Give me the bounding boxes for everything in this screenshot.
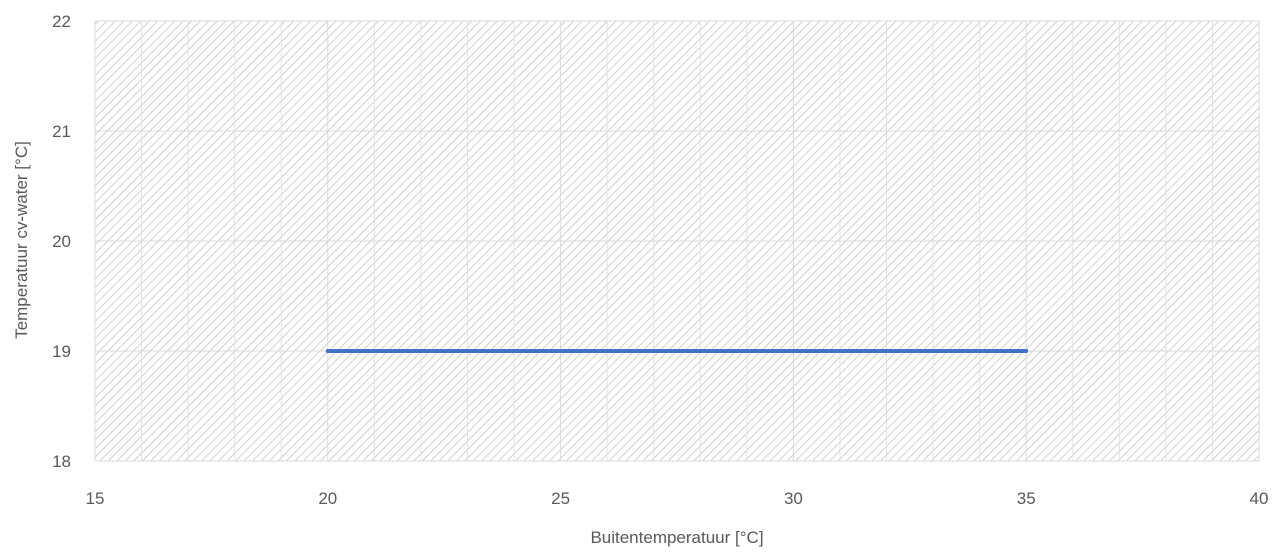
y-tick-label: 22 (52, 12, 71, 31)
y-tick-label: 19 (52, 342, 71, 361)
x-axis-title: Buitentemperatuur [°C] (590, 528, 763, 547)
y-tick-label: 21 (52, 122, 71, 141)
x-tick-label: 20 (318, 489, 337, 508)
y-axis-tick-labels: 18 19 20 21 22 (52, 12, 71, 471)
y-tick-label: 18 (52, 452, 71, 471)
y-axis-title: Temperatuur cv-water [°C] (12, 141, 31, 339)
x-tick-label: 15 (86, 489, 105, 508)
x-tick-label: 40 (1250, 489, 1269, 508)
y-tick-label: 20 (52, 232, 71, 251)
x-tick-label: 35 (1017, 489, 1036, 508)
x-tick-label: 25 (551, 489, 570, 508)
x-tick-label: 30 (784, 489, 803, 508)
x-axis-tick-labels: 15 20 25 30 35 40 (86, 489, 1269, 508)
